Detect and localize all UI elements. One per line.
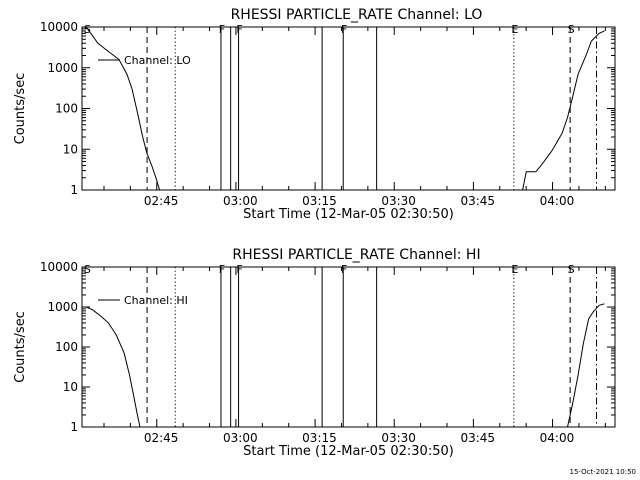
y-tick-label: 10000 xyxy=(40,20,78,34)
event-marker-label: F xyxy=(219,263,225,276)
x-tick-label: 03:45 xyxy=(460,194,495,208)
event-marker-label: F xyxy=(219,23,225,36)
x-tick-label: 02:45 xyxy=(144,431,179,445)
x-tick-label: 04:00 xyxy=(540,431,575,445)
data-series-line xyxy=(567,303,605,428)
event-marker-label: S xyxy=(568,23,575,36)
data-series-line xyxy=(85,26,161,191)
x-tick-label: 03:30 xyxy=(381,194,416,208)
data-series-line xyxy=(85,306,141,428)
y-tick-label: 100 xyxy=(55,102,78,116)
event-marker-label: F xyxy=(236,263,242,276)
y-tick-label: 1 xyxy=(70,420,78,434)
y-axis-label: Counts/sec xyxy=(13,73,28,145)
x-tick-label: 03:45 xyxy=(460,431,495,445)
x-tick-label: 03:30 xyxy=(381,431,416,445)
event-marker-label: E xyxy=(511,263,518,276)
y-tick-label: 1000 xyxy=(47,300,78,314)
chart-title: RHESSI PARTICLE_RATE Channel: HI xyxy=(232,247,480,263)
legend-label: Channel: HI xyxy=(124,294,188,307)
y-tick-label: 10 xyxy=(63,380,78,394)
data-series-line xyxy=(522,30,605,191)
y-tick-label: 100 xyxy=(55,340,78,354)
y-tick-label: 10 xyxy=(63,142,78,156)
chart-panel-1: RHESSI PARTICLE_RATE Channel: LO 1 10 100 10… xyxy=(13,7,616,222)
y-tick-label: 10000 xyxy=(40,260,78,274)
event-marker-label: S xyxy=(568,263,575,276)
x-axis-label: Start Time (12-Mar-05 02:30:50) xyxy=(243,444,454,459)
x-tick-label: 03:00 xyxy=(223,431,258,445)
x-tick-label: 04:00 xyxy=(540,194,575,208)
x-tick-label: 02:45 xyxy=(144,194,179,208)
chart-panel-2: RHESSI PARTICLE_RATE Channel: HI 1 10 100 10… xyxy=(13,247,616,459)
date-stamp: 15-Oct-2021 10:50 xyxy=(570,468,636,476)
event-marker-label: F xyxy=(236,23,242,36)
x-tick-label: 03:00 xyxy=(223,194,258,208)
y-axis-label: Counts/sec xyxy=(13,311,28,383)
event-marker-label: S xyxy=(84,263,91,276)
y-tick-label: 1000 xyxy=(47,61,78,75)
y-tick-label: 1 xyxy=(70,183,78,197)
event-marker-label: E xyxy=(511,23,518,36)
legend-label: Channel: LO xyxy=(124,54,191,67)
x-tick-label: 03:15 xyxy=(302,194,337,208)
x-axis-label: Start Time (12-Mar-05 02:30:50) xyxy=(243,207,454,222)
event-marker-label: F xyxy=(341,23,347,36)
event-marker-label: F xyxy=(341,263,347,276)
chart-title: RHESSI PARTICLE_RATE Channel: LO xyxy=(231,7,483,23)
x-tick-label: 03:15 xyxy=(302,431,337,445)
